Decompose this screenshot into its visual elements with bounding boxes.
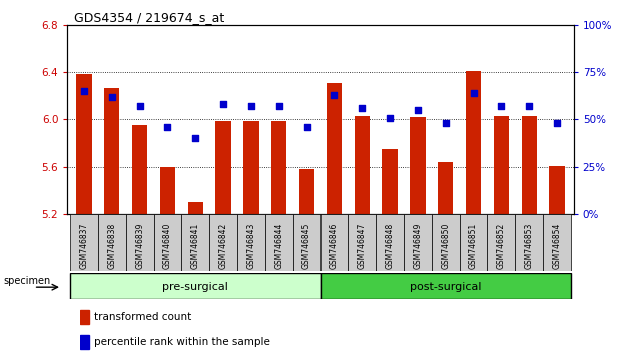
Point: [469, 90, 479, 96]
Text: GSM746847: GSM746847: [358, 223, 367, 269]
Bar: [466, 71, 481, 214]
Point: [440, 120, 451, 126]
Point: [413, 107, 423, 113]
Bar: [354, 116, 370, 214]
Text: GSM746852: GSM746852: [497, 223, 506, 269]
Text: GDS4354 / 219674_s_at: GDS4354 / 219674_s_at: [74, 11, 224, 24]
Bar: [126, 214, 154, 271]
Bar: [515, 214, 543, 271]
Bar: [383, 149, 397, 214]
Bar: [265, 214, 293, 271]
Text: GSM746837: GSM746837: [79, 223, 88, 269]
Point: [357, 105, 367, 111]
Bar: [410, 117, 426, 214]
Bar: [70, 214, 98, 271]
Bar: [160, 167, 175, 214]
Bar: [209, 214, 237, 271]
Text: GSM746842: GSM746842: [219, 223, 228, 269]
Bar: [132, 125, 147, 214]
Point: [246, 103, 256, 109]
Point: [218, 102, 228, 107]
Point: [162, 124, 172, 130]
Bar: [549, 166, 565, 214]
Bar: [494, 116, 509, 214]
Point: [496, 103, 506, 109]
Point: [190, 136, 201, 141]
Text: transformed count: transformed count: [94, 312, 192, 322]
Point: [524, 103, 535, 109]
Text: GSM746838: GSM746838: [107, 223, 116, 269]
Bar: [154, 214, 181, 271]
Text: percentile rank within the sample: percentile rank within the sample: [94, 337, 270, 347]
Bar: [320, 214, 348, 271]
Point: [106, 94, 117, 99]
Point: [385, 115, 395, 120]
Bar: [320, 273, 571, 299]
Bar: [376, 214, 404, 271]
Bar: [76, 74, 92, 214]
Text: GSM746853: GSM746853: [525, 223, 534, 269]
Bar: [104, 87, 119, 214]
Text: GSM746839: GSM746839: [135, 223, 144, 269]
Bar: [348, 214, 376, 271]
Point: [79, 88, 89, 94]
Bar: [522, 116, 537, 214]
Text: GSM746850: GSM746850: [441, 223, 450, 269]
Text: post-surgical: post-surgical: [410, 282, 481, 292]
Bar: [432, 214, 460, 271]
Text: GSM746841: GSM746841: [191, 223, 200, 269]
Text: GSM746846: GSM746846: [330, 223, 339, 269]
Bar: [237, 214, 265, 271]
Bar: [98, 214, 126, 271]
Text: GSM746845: GSM746845: [302, 223, 311, 269]
Bar: [80, 310, 89, 324]
Bar: [460, 214, 487, 271]
Text: GSM746854: GSM746854: [553, 223, 562, 269]
Bar: [215, 121, 231, 214]
Point: [301, 124, 312, 130]
Text: GSM746851: GSM746851: [469, 223, 478, 269]
Bar: [327, 83, 342, 214]
Text: pre-surgical: pre-surgical: [162, 282, 228, 292]
Text: GSM746848: GSM746848: [385, 223, 395, 269]
Bar: [80, 335, 89, 349]
Bar: [404, 214, 432, 271]
Bar: [244, 121, 258, 214]
Bar: [181, 214, 209, 271]
Bar: [188, 202, 203, 214]
Bar: [271, 121, 287, 214]
Text: GSM746844: GSM746844: [274, 223, 283, 269]
Text: GSM746843: GSM746843: [246, 223, 256, 269]
Point: [135, 103, 145, 109]
Bar: [543, 214, 571, 271]
Text: GSM746849: GSM746849: [413, 223, 422, 269]
Bar: [487, 214, 515, 271]
Bar: [438, 162, 453, 214]
Bar: [299, 169, 314, 214]
Bar: [70, 273, 320, 299]
Point: [552, 120, 562, 126]
Point: [274, 103, 284, 109]
Text: specimen: specimen: [3, 275, 51, 286]
Bar: [293, 214, 320, 271]
Point: [329, 92, 340, 98]
Text: GSM746840: GSM746840: [163, 223, 172, 269]
